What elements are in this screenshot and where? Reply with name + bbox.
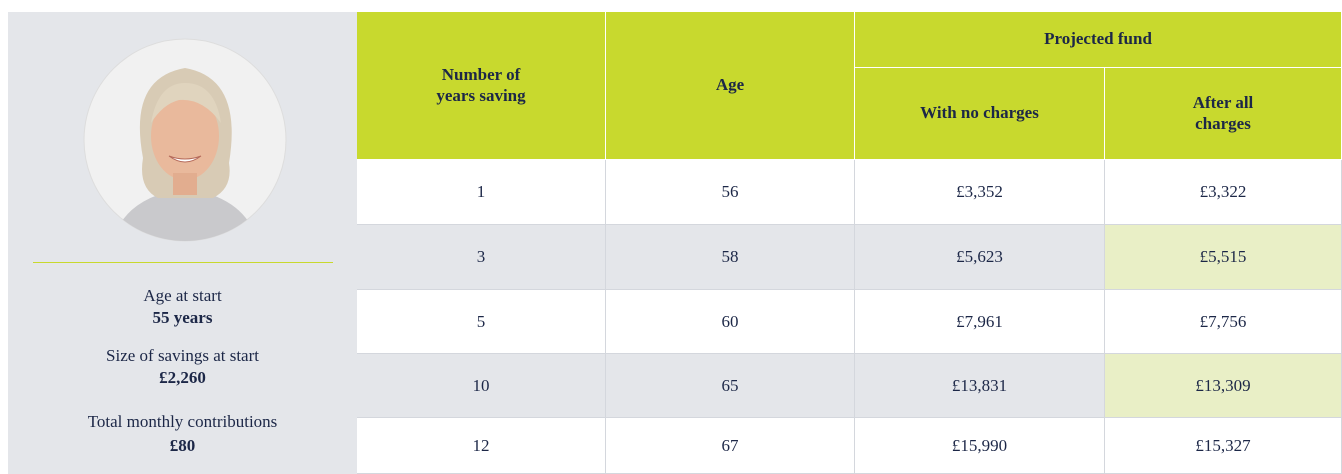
table-cell: 1 [357,160,606,225]
profile-value: £80 [8,436,357,456]
table-cell: £5,515 [1105,225,1342,290]
divider [33,262,333,263]
table-cell: 3 [357,225,606,290]
text: £7,756 [1200,312,1247,332]
table-cell: £5,623 [855,225,1105,290]
table-cell: £7,961 [855,290,1105,354]
text: 60 [722,312,739,332]
text: 56 [722,182,739,202]
profile-value: £2,260 [8,368,357,388]
header-cell: Age [606,12,855,160]
table-cell: £3,322 [1105,160,1342,225]
table-cell: £15,990 [855,418,1105,474]
text: After all charges [1163,93,1283,134]
table-cell: £15,327 [1105,418,1342,474]
text: Number of years saving [421,65,541,106]
text: Projected fund [1044,29,1152,49]
table-cell: £3,352 [855,160,1105,225]
table-cell: £13,309 [1105,354,1342,418]
text: £13,309 [1195,376,1250,396]
table-cell: 58 [606,225,855,290]
header-cell: Projected fund [855,12,1342,68]
profile-value: 55 years [8,308,357,328]
header-cell: Number of years saving [357,12,606,160]
text: With no charges [920,103,1039,123]
table-cell: £13,831 [855,354,1105,418]
text: £7,961 [956,312,1003,332]
text: £15,327 [1195,436,1250,456]
table-cell: 10 [357,354,606,418]
table-cell: 56 [606,160,855,225]
table-cell: 60 [606,290,855,354]
portrait [83,38,287,242]
text: £5,623 [956,247,1003,267]
table-cell: £7,756 [1105,290,1342,354]
text: £13,831 [952,376,1007,396]
text: £3,322 [1200,182,1247,202]
text: 5 [477,312,486,332]
table-cell: 65 [606,354,855,418]
page: (() => { const data = JSON.parse(documen… [0,0,1342,474]
table-cell: 12 [357,418,606,474]
text: 58 [722,247,739,267]
text: 10 [473,376,490,396]
text: £3,352 [956,182,1003,202]
text: 1 [477,182,486,202]
table-cell: 67 [606,418,855,474]
text: 12 [473,436,490,456]
text: 67 [722,436,739,456]
profile-label: Size of savings at start [8,346,357,366]
text: 65 [722,376,739,396]
header-cell: With no charges [855,68,1105,160]
text: £15,990 [952,436,1007,456]
table-cell: 5 [357,290,606,354]
profile-label: Age at start [8,286,357,306]
profile-label: Total monthly contributions [8,412,357,432]
header-cell: After all charges [1105,68,1342,160]
text: 3 [477,247,486,267]
text: £5,515 [1200,247,1247,267]
text: Age [716,75,744,95]
